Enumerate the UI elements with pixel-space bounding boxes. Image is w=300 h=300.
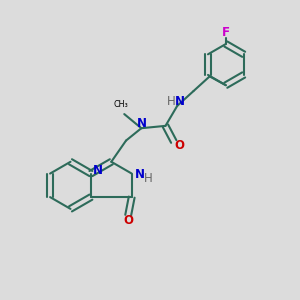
Text: N: N [92, 164, 102, 177]
Text: CH₃: CH₃ [113, 100, 128, 109]
Text: N: N [175, 94, 184, 108]
Text: H: H [167, 94, 175, 108]
Text: H: H [143, 172, 152, 185]
Text: N: N [137, 117, 147, 130]
Text: F: F [222, 26, 230, 39]
Text: N: N [135, 168, 145, 181]
Text: O: O [174, 139, 184, 152]
Text: O: O [123, 214, 133, 227]
